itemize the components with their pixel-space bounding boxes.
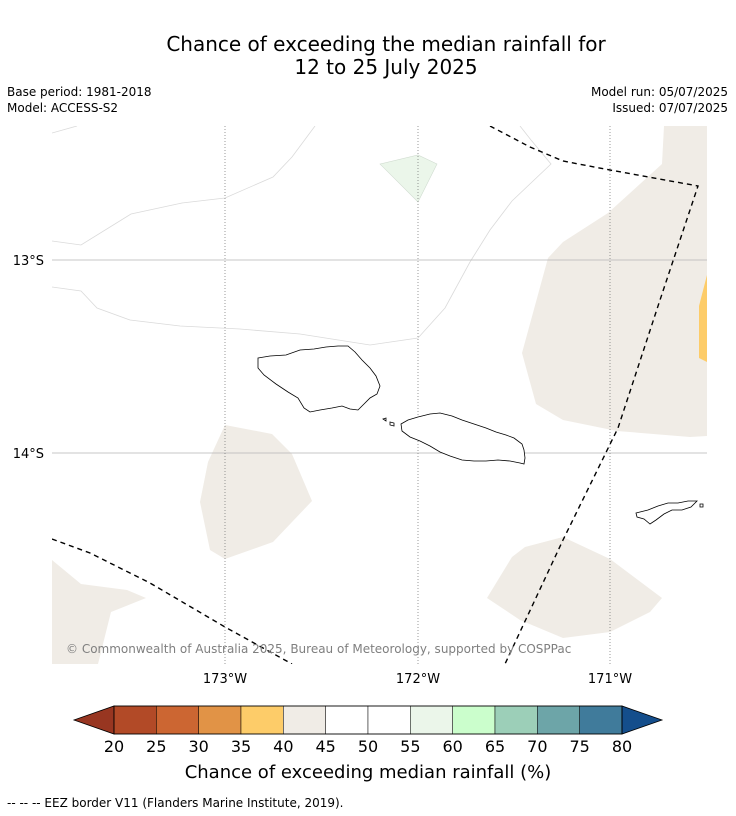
region-near-median-southwest [52, 560, 146, 664]
colorbar-outline [113, 705, 623, 735]
chart-title-line-1: Chance of exceeding the median rainfall … [166, 32, 606, 56]
island-savaii [257, 345, 381, 413]
map-area: © Commonwealth of Australia 2025, Bureau… [52, 126, 707, 664]
colorbar-tick-label: 50 [358, 737, 378, 756]
axis-labels: 13°S 14°S 173°W 172°W 171°W [13, 254, 633, 687]
graticule [52, 126, 707, 664]
region-near-median-west [200, 425, 312, 559]
eez-borders [52, 126, 699, 664]
island-manono [389, 421, 395, 427]
colorbar-segment [410, 705, 453, 735]
colorbar-segment [367, 705, 411, 735]
colorbar-segment [198, 705, 242, 735]
lon-label-172w: 172°W [396, 672, 440, 687]
island-apolima [382, 417, 387, 422]
island-aunuu [699, 503, 704, 508]
eez-footnote: -- -- -- EEZ border V11 (Flanders Marine… [7, 796, 344, 810]
colorbar-tick-label: 20 [104, 737, 124, 756]
info-right: Model run: 05/07/2025 Issued: 07/07/2025 [591, 84, 728, 116]
colorbar-label: Chance of exceeding median rainfall (%) [185, 762, 552, 783]
colorbar-tick-label: 80 [612, 737, 632, 756]
issued-date: Issued: 07/07/2025 [612, 101, 728, 115]
colorbar-tick-label: 40 [273, 737, 293, 756]
colorbar-tick-label: 70 [527, 737, 547, 756]
lon-label-171w: 171°W [588, 672, 632, 687]
island-upolu [400, 412, 526, 465]
colorbar-segment [452, 705, 496, 735]
colorbar-tick-label: 65 [485, 737, 505, 756]
chart-title-line-2: 12 to 25 July 2025 [294, 55, 478, 79]
colorbar-tick-label: 45 [315, 737, 335, 756]
copyright-text: © Commonwealth of Australia 2025, Bureau… [66, 642, 571, 656]
islands [257, 345, 704, 525]
colorbar-segment [156, 705, 199, 735]
colorbar-segment [494, 705, 538, 735]
model-run: Model run: 05/07/2025 [590, 85, 728, 99]
colorbar-segment [537, 705, 580, 735]
lat-label-14s: 14°S [13, 447, 44, 462]
region-below-median-east [699, 275, 707, 362]
island-tutuila [635, 500, 698, 525]
region-above-median-north [379, 154, 438, 203]
lat-label-13s: 13°S [13, 254, 44, 269]
colorbar-tick-label: 75 [569, 737, 589, 756]
lon-label-173w: 173°W [203, 672, 247, 687]
colorbar-segment [240, 705, 284, 735]
colorbar-segment [113, 705, 157, 735]
region-near-median-east [522, 126, 707, 437]
colorbar [72, 705, 664, 735]
colorbar-tick-label: 35 [231, 737, 251, 756]
base-period: Base period: 1981-2018 [7, 85, 152, 99]
colorbar-segment [579, 705, 623, 735]
colorbar-ticks: 20 25 30 35 40 45 50 55 60 65 70 75 80 [104, 737, 632, 756]
info-left: Base period: 1981-2018 Model: ACCESS-S2 [7, 84, 152, 116]
colorbar-segment [283, 705, 326, 735]
colorbar-extend-low [72, 705, 115, 735]
colorbar-extend-high [621, 705, 664, 735]
model-name: Model: ACCESS-S2 [7, 101, 119, 115]
colorbar-tick-label: 25 [146, 737, 166, 756]
colorbar-tick-label: 30 [188, 737, 208, 756]
colorbar-tick-label: 55 [400, 737, 420, 756]
colorbar-segment [325, 705, 369, 735]
colorbar-tick-label: 60 [442, 737, 462, 756]
contour-lines [52, 126, 552, 346]
region-near-median-south [487, 537, 662, 638]
